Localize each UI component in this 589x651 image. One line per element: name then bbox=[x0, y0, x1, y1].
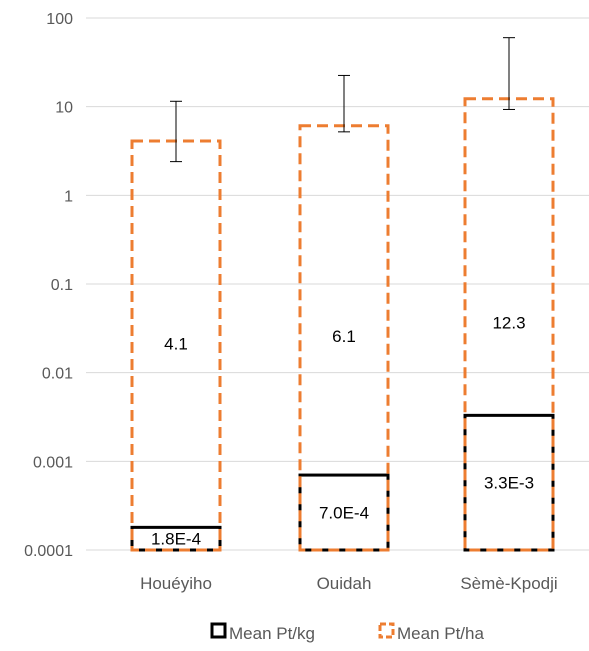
data-label-pt-ha: 6.1 bbox=[332, 327, 356, 346]
legend-swatch-pt-kg bbox=[210, 622, 227, 639]
category-label: Ouidah bbox=[317, 574, 372, 593]
y-axis-tick-labels: 0.0001 0.001 0.01 0.1 1 10 100 bbox=[24, 11, 73, 560]
x-axis-category-labels: Houéyiho Ouidah Sèmè-Kpodji bbox=[140, 574, 558, 593]
data-label-pt-kg: 3.3E-3 bbox=[484, 474, 534, 493]
data-label-pt-kg: 7.0E-4 bbox=[319, 504, 369, 523]
category-label: Houéyiho bbox=[140, 574, 212, 593]
y-tick-label: 0.0001 bbox=[24, 543, 73, 560]
legend-label-pt-kg: Mean Pt/kg bbox=[229, 624, 315, 643]
data-labels: 4.1 1.8E-4 6.1 7.0E-4 12.3 3.3E-3 bbox=[151, 313, 534, 548]
category-label: Sèmè-Kpodji bbox=[460, 574, 557, 593]
legend-item-pt-kg: Mean Pt/kg bbox=[210, 622, 315, 643]
gridlines bbox=[86, 17, 589, 551]
legend: Mean Pt/kg Mean Pt/ha bbox=[210, 622, 484, 643]
error-bar bbox=[503, 37, 515, 110]
error-bars bbox=[170, 37, 515, 163]
y-tick-label: 0.1 bbox=[51, 277, 73, 294]
legend-label-pt-ha: Mean Pt/ha bbox=[397, 624, 484, 643]
y-tick-label: 0.001 bbox=[33, 454, 73, 471]
error-bar bbox=[170, 100, 182, 163]
legend-item-pt-ha: Mean Pt/ha bbox=[378, 622, 484, 643]
y-tick-label: 0.01 bbox=[42, 366, 73, 383]
data-label-pt-ha: 12.3 bbox=[492, 313, 525, 332]
data-label-pt-ha: 4.1 bbox=[164, 334, 188, 353]
data-label-pt-kg: 1.8E-4 bbox=[151, 530, 201, 549]
legend-swatch-pt-ha bbox=[378, 622, 395, 639]
y-tick-label: 10 bbox=[55, 100, 73, 117]
error-bar bbox=[338, 74, 350, 133]
y-tick-label: 100 bbox=[46, 11, 73, 28]
y-tick-label: 1 bbox=[64, 188, 73, 205]
